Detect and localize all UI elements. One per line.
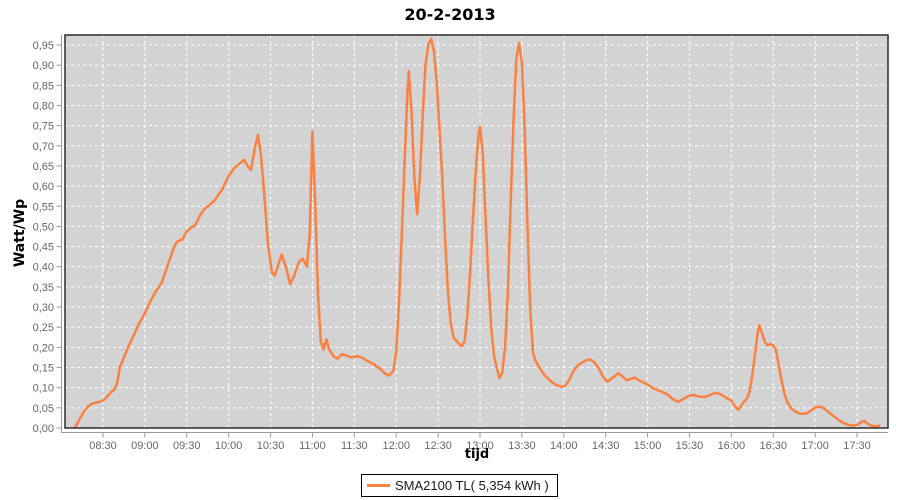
y-tick-label: 0,80 <box>33 100 54 112</box>
x-tick-label: 12:00 <box>382 440 410 452</box>
chart-title: 20-2-2013 <box>404 5 496 24</box>
x-tick-label: 09:30 <box>173 440 201 452</box>
y-tick-label: 0,40 <box>33 262 54 274</box>
y-tick-label: 0,35 <box>33 282 54 294</box>
x-tick-label: 14:30 <box>592 440 620 452</box>
legend-label: SMA2100 TL( 5,354 kWh ) <box>395 478 549 493</box>
y-tick-labels: 0,00 0,05 0,10 0,15 0,20 0,25 0,30 0,35 0,40 0,45… <box>33 40 54 435</box>
x-axis-title: tijd <box>464 447 490 462</box>
x-tick-label: 13:30 <box>508 440 536 452</box>
y-tick-label: 0,45 <box>33 242 54 254</box>
y-tick-label: 0,65 <box>33 161 54 173</box>
x-tick-label: 14:00 <box>550 440 578 452</box>
series-line <box>73 37 881 428</box>
legend: SMA2100 TL( 5,354 kWh ) <box>361 474 558 497</box>
x-tick-label: 16:00 <box>718 440 746 452</box>
y-tick-label: 0,70 <box>33 141 54 153</box>
x-tick-label: 08:30 <box>89 440 117 452</box>
x-tick-label: 13:00 <box>466 440 494 452</box>
x-tick-label: 17:30 <box>843 440 871 452</box>
x-tick-label: 15:30 <box>676 440 704 452</box>
legend-line-swatch <box>367 484 390 487</box>
y-tick-label: 0,55 <box>33 201 54 213</box>
axis-lines <box>56 35 888 438</box>
x-tick-labels: 08:30 09:00 09:30 10:00 10:30 11:00 11:30 12:00… <box>89 440 871 452</box>
y-tick-label: 0,85 <box>33 80 54 92</box>
x-tick-label: 09:00 <box>131 440 159 452</box>
y-tick-label: 0,25 <box>33 322 54 334</box>
x-tick-label: 12:30 <box>424 440 452 452</box>
y-tick-label: 0,50 <box>33 221 54 233</box>
y-tick-label: 0,00 <box>33 423 54 435</box>
x-tick-label: 17:00 <box>801 440 829 452</box>
y-tick-label: 0,30 <box>33 302 54 314</box>
y-tick-label: 0,10 <box>33 383 54 395</box>
x-tick-label: 15:00 <box>634 440 662 452</box>
y-tick-label: 0,60 <box>33 181 54 193</box>
y-tick-label: 0,15 <box>33 363 54 375</box>
y-tick-label: 0,20 <box>33 342 54 354</box>
x-tick-label: 11:30 <box>341 440 368 452</box>
y-tick-label: 0,75 <box>33 121 54 133</box>
x-tick-label: 10:30 <box>257 440 285 452</box>
x-tick-label: 11:00 <box>299 440 326 452</box>
y-tick-label: 0,95 <box>33 40 54 52</box>
plot-background <box>65 35 888 428</box>
y-tick-label: 0,90 <box>33 60 54 72</box>
y-tick-label: 0,05 <box>33 403 54 415</box>
x-tick-label: 10:00 <box>215 440 243 452</box>
plot-border <box>64 34 889 429</box>
x-tick-label: 16:30 <box>759 440 787 452</box>
